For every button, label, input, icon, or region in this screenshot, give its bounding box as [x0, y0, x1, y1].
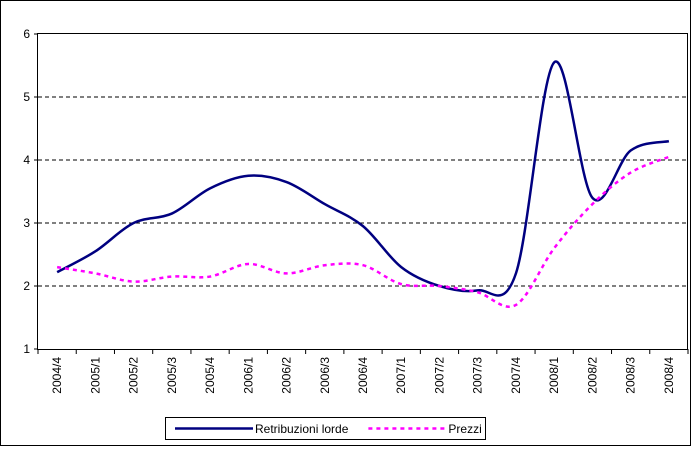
x-tick-label: 2008/3: [624, 357, 638, 394]
x-tick-label: 2005/2: [127, 357, 141, 394]
x-tick-label: 2006/3: [318, 357, 332, 394]
legend-box: [165, 417, 486, 440]
y-tick-label: 4: [23, 153, 30, 167]
legend-label: Prezzi: [448, 422, 481, 436]
x-tick-label: 2005/4: [203, 357, 217, 394]
x-tick-label: 2008/2: [585, 357, 599, 394]
x-tick-label: 2005/3: [165, 357, 179, 394]
series-line: [56, 155, 670, 308]
y-tick-label: 6: [23, 27, 30, 41]
y-tick-label: 5: [23, 90, 30, 104]
x-tick-label: 2007/4: [509, 357, 523, 394]
y-tick-label: 2: [23, 279, 30, 293]
x-tick-label: 2006/4: [356, 357, 370, 394]
x-tick-label: 2007/3: [471, 357, 485, 394]
x-tick-label: 2007/2: [432, 357, 446, 394]
x-tick-label: 2008/1: [547, 357, 561, 394]
y-tick-label: 1: [23, 342, 30, 356]
x-tick-label: 2007/1: [394, 357, 408, 394]
plot-border: [37, 33, 688, 350]
x-tick-label: 2006/1: [241, 357, 255, 394]
x-tick-label: 2004/4: [50, 357, 64, 394]
x-tick-label: 2005/1: [88, 357, 102, 394]
x-tick-label: 2008/4: [662, 357, 676, 394]
series-line: [56, 60, 670, 297]
y-tick-label: 3: [23, 216, 30, 230]
x-tick-label: 2006/2: [280, 357, 294, 394]
legend-label: Retribuzioni lorde: [255, 422, 349, 436]
